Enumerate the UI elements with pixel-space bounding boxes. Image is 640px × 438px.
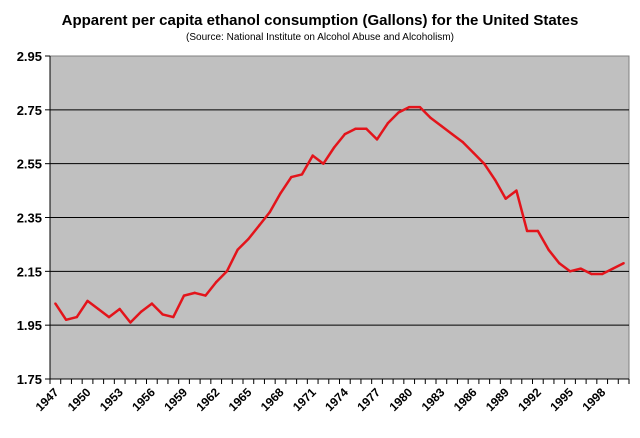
data-point <box>611 267 615 270</box>
data-point <box>75 315 79 319</box>
data-point <box>86 299 89 303</box>
data-point <box>493 178 497 182</box>
chart-title: Apparent per capita ethanol consumption … <box>61 12 579 29</box>
x-tick-label: 1947 <box>33 385 62 414</box>
chart-subtitle: (Source: National Institute on Alcohol A… <box>186 32 454 43</box>
data-point <box>161 313 164 316</box>
data-points <box>54 105 625 324</box>
data-point <box>322 162 325 165</box>
data-point <box>407 105 411 109</box>
data-point <box>172 315 175 319</box>
data-point <box>440 124 443 128</box>
x-tick-label: 1977 <box>354 385 383 414</box>
data-point <box>568 270 572 273</box>
data-point <box>332 146 336 149</box>
data-point <box>525 229 529 233</box>
data-point <box>397 111 400 114</box>
data-point <box>418 105 422 109</box>
data-point <box>579 267 582 270</box>
data-point <box>236 248 239 251</box>
data-point <box>290 175 293 179</box>
data-point <box>247 237 250 241</box>
x-tick-label: 1953 <box>97 385 126 414</box>
data-point <box>139 310 143 313</box>
y-tick-label: 2.95 <box>17 49 42 64</box>
data-point <box>343 132 347 136</box>
y-tick-label: 2.15 <box>17 264 42 279</box>
data-point <box>622 262 625 265</box>
data-point <box>558 262 561 265</box>
data-point <box>536 229 540 233</box>
x-tick-label: 1998 <box>580 385 609 414</box>
data-point <box>461 140 465 144</box>
data-point <box>214 280 218 284</box>
data-point <box>429 116 432 120</box>
data-point <box>590 272 593 276</box>
x-tick-label: 1986 <box>451 385 480 414</box>
x-tick-label: 1956 <box>129 385 158 414</box>
data-point <box>547 248 550 251</box>
data-point <box>311 154 314 157</box>
data-point <box>386 122 389 125</box>
x-tick-label: 1962 <box>194 385 223 414</box>
x-tick-label: 1992 <box>515 385 544 414</box>
y-tick-label: 1.95 <box>17 318 42 333</box>
y-tick-label: 2.35 <box>17 211 42 226</box>
data-point <box>504 197 507 200</box>
x-tick-label: 1968 <box>258 385 287 414</box>
x-tick-label: 1980 <box>387 385 416 414</box>
data-point <box>225 270 229 273</box>
y-tick-label: 2.75 <box>17 103 42 118</box>
data-point <box>64 318 68 321</box>
x-tick-label: 1965 <box>226 385 255 414</box>
y-tick-label: 2.55 <box>17 157 42 172</box>
data-point <box>193 291 196 295</box>
x-tick-label: 1995 <box>547 385 576 414</box>
data-point <box>257 224 261 227</box>
data-point <box>354 127 357 130</box>
data-point <box>150 302 154 305</box>
x-tick-label: 1989 <box>483 385 512 414</box>
x-tick-label: 1959 <box>161 385 190 414</box>
data-point <box>472 151 475 155</box>
data-point <box>375 138 379 141</box>
data-point <box>129 321 132 324</box>
data-point <box>450 132 454 136</box>
x-tick-label: 1974 <box>322 385 351 414</box>
data-point <box>300 173 304 176</box>
x-tick-label: 1971 <box>290 385 319 414</box>
series-line <box>54 105 625 324</box>
data-point <box>515 189 518 192</box>
x-tick-label: 1950 <box>65 385 94 414</box>
data-point <box>118 307 121 311</box>
data-point <box>204 294 207 297</box>
data-point <box>97 307 100 311</box>
data-point <box>54 302 57 305</box>
y-tick-label: 1.75 <box>17 372 42 387</box>
data-point <box>600 272 604 276</box>
data-point <box>279 192 282 195</box>
data-point <box>107 315 111 319</box>
data-point <box>483 162 486 165</box>
x-tick-label: 1983 <box>419 385 448 414</box>
data-point <box>365 127 368 130</box>
data-point <box>268 210 272 214</box>
data-point <box>182 294 186 297</box>
